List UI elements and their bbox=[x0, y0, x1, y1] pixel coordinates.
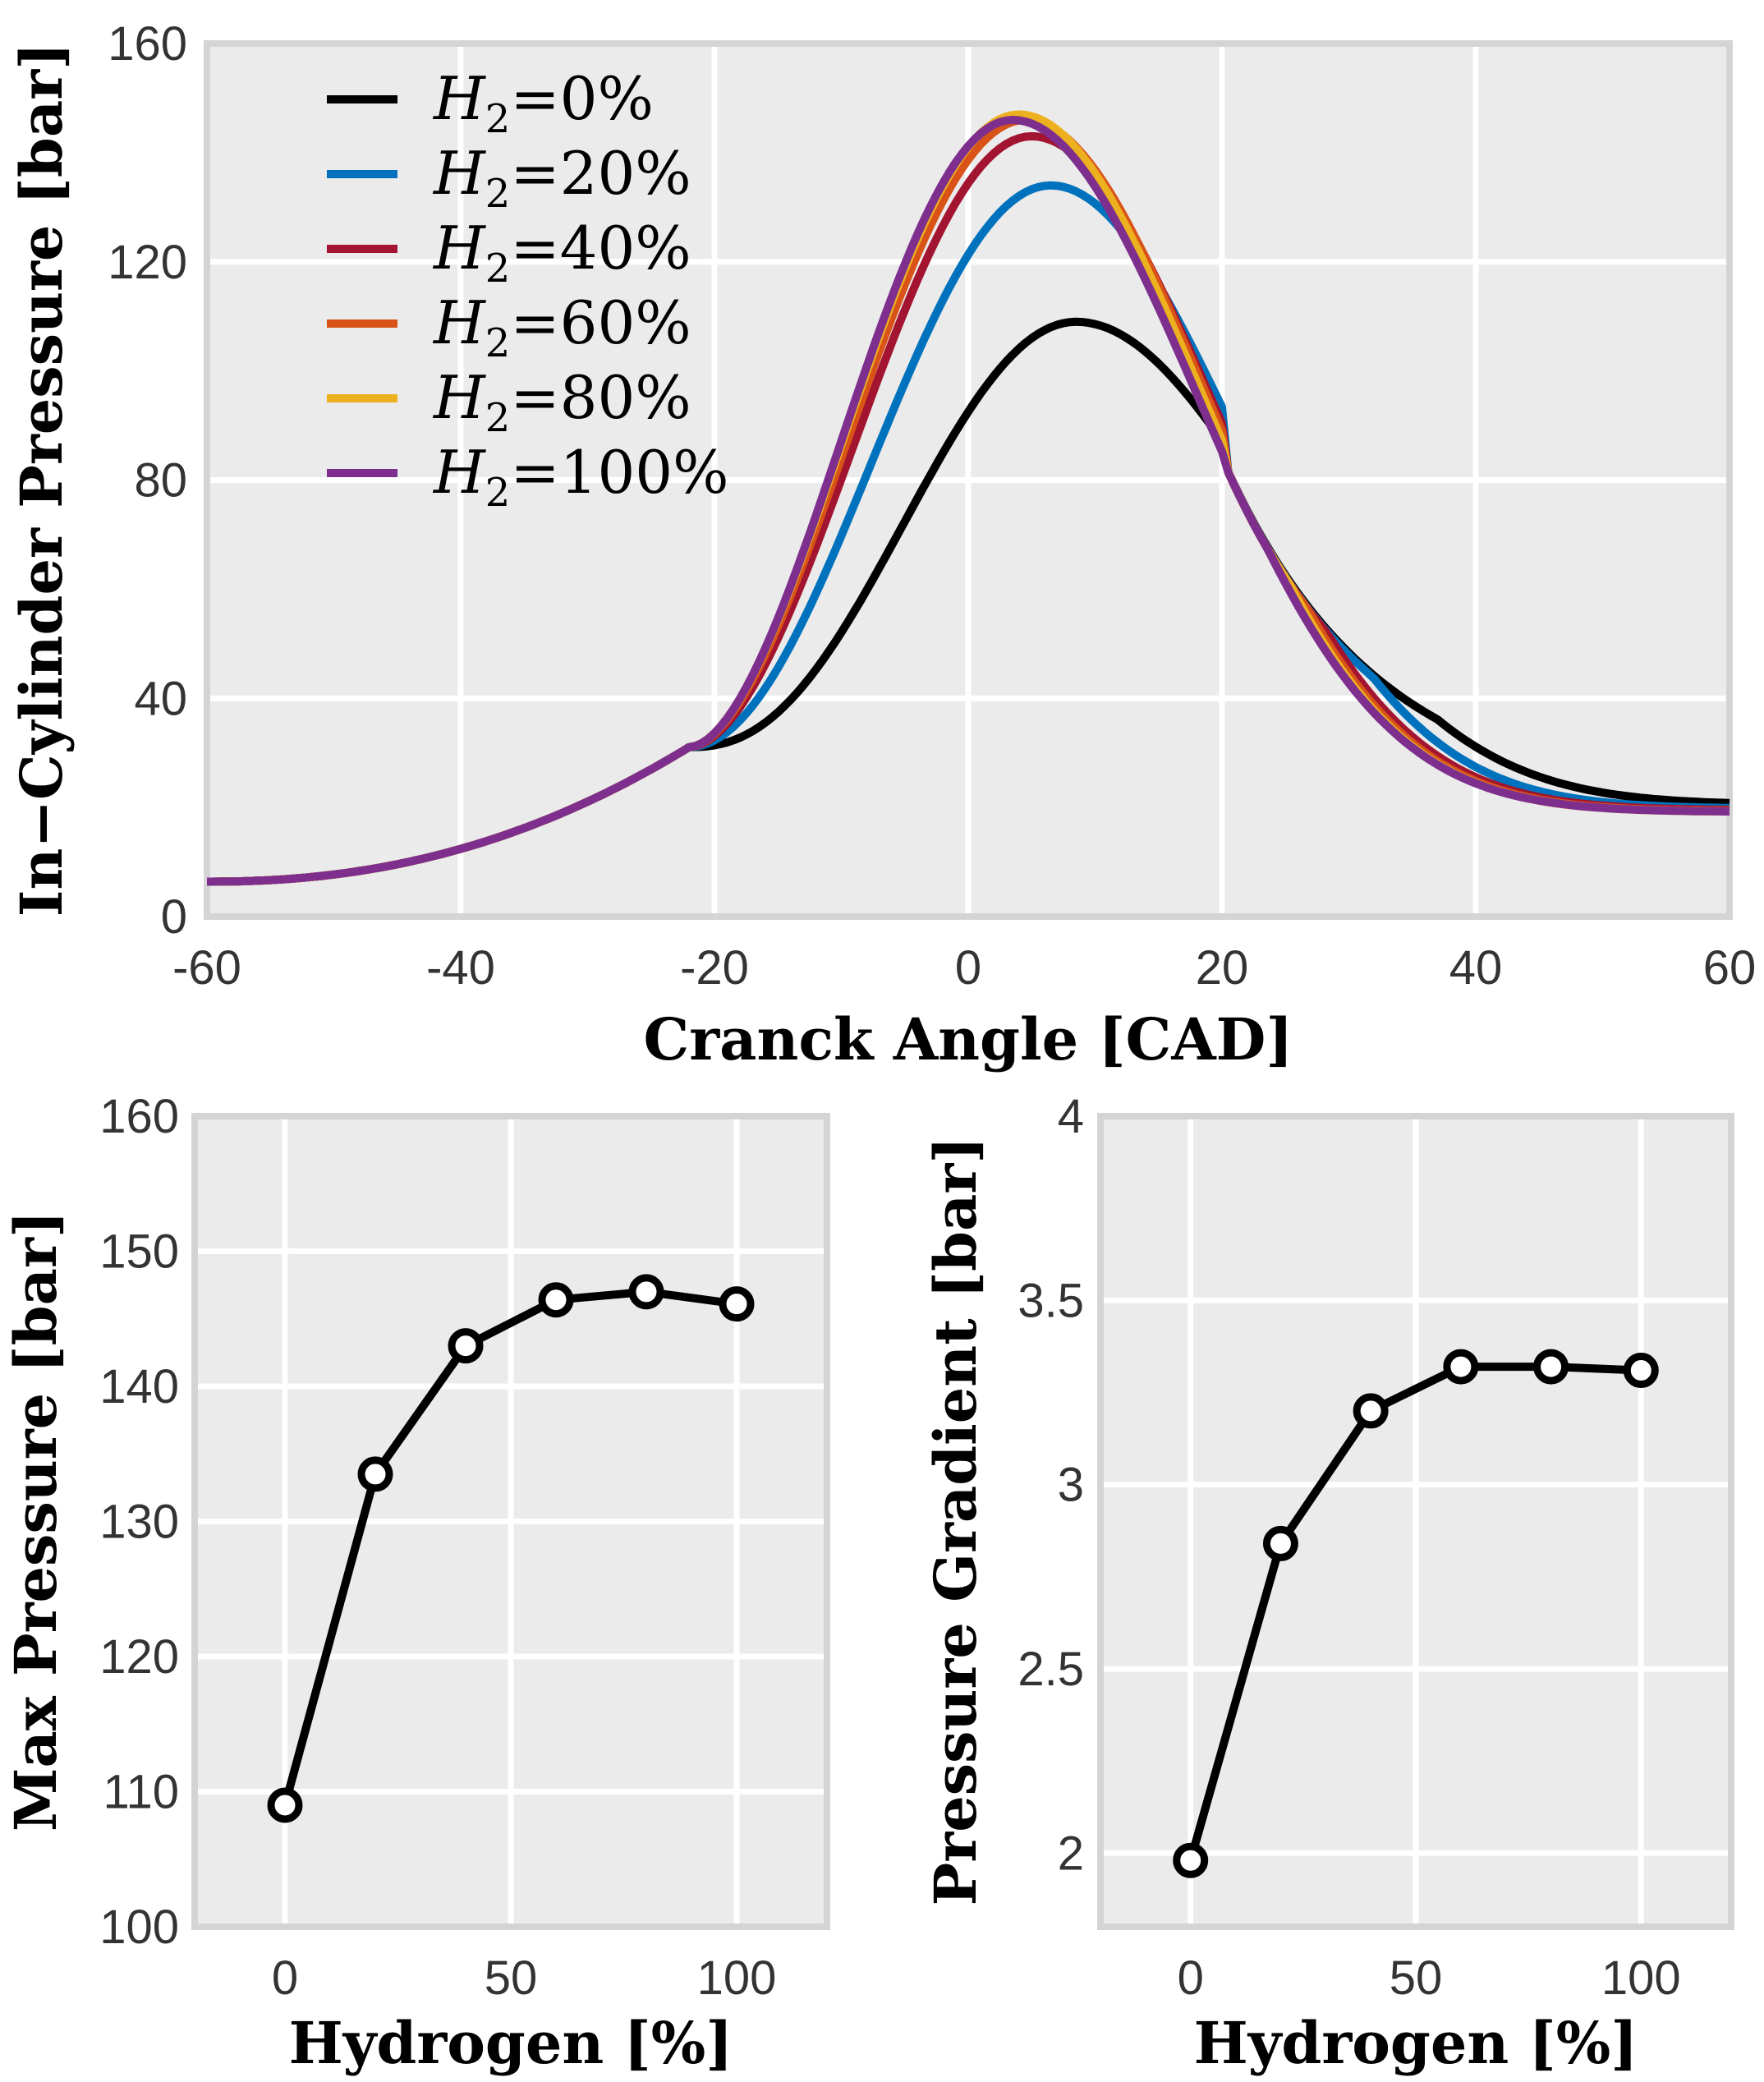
y-tick-label: 0 bbox=[161, 890, 187, 944]
gridlines bbox=[1104, 1119, 1728, 1923]
y-tick-labels: 0 40 80 120 160 bbox=[108, 17, 187, 944]
x-tick-label: 50 bbox=[485, 1951, 538, 2005]
legend-label: H2=60% bbox=[432, 288, 691, 366]
y-tick-label: 150 bbox=[99, 1225, 179, 1279]
data-point bbox=[448, 1328, 484, 1364]
y-axis-label: In−Cylinder Pressure [bar] bbox=[7, 43, 76, 917]
x-tick-labels: 0 50 100 bbox=[1178, 1951, 1681, 2005]
legend-label: H2=40% bbox=[432, 214, 691, 292]
y-tick-label: 160 bbox=[99, 1090, 179, 1143]
y-tick-label: 80 bbox=[134, 454, 187, 508]
data-point bbox=[1533, 1349, 1569, 1385]
data-point bbox=[267, 1787, 303, 1823]
x-tick-label: 0 bbox=[1178, 1951, 1204, 2005]
x-tick-label: 40 bbox=[1449, 941, 1503, 995]
y-tick-label: 130 bbox=[99, 1496, 179, 1549]
series-line-100 bbox=[207, 116, 1730, 886]
x-tick-label: -20 bbox=[680, 941, 749, 995]
x-tick-label: 100 bbox=[697, 1951, 777, 2005]
y-tick-label: 140 bbox=[99, 1360, 179, 1413]
data-point bbox=[1173, 1842, 1209, 1878]
y-tick-label: 100 bbox=[99, 1900, 179, 1954]
x-tick-label: -40 bbox=[426, 941, 495, 995]
data-markers bbox=[267, 1274, 755, 1823]
x-axis-label: Hydrogen [%] bbox=[289, 2009, 733, 2077]
x-axis-label: Hydrogen [%] bbox=[1194, 2009, 1638, 2077]
x-tick-label: 100 bbox=[1601, 1951, 1681, 2005]
data-point bbox=[719, 1286, 755, 1322]
series-lines bbox=[207, 110, 1730, 886]
data-point bbox=[357, 1456, 393, 1492]
data-point bbox=[628, 1274, 664, 1310]
legend-label: H2=20% bbox=[432, 139, 691, 217]
data-point bbox=[1623, 1353, 1659, 1389]
max-pressure-chart: 0 50 100 100 110 120 130 140 150 160 Hydrogen [%… bbox=[2, 1090, 830, 2077]
legend: H2=0%H2=20%H2=40%H2=60%H2=80%H2=100% bbox=[327, 64, 729, 516]
y-tick-labels: 100 110 120 130 140 150 160 bbox=[99, 1090, 179, 1954]
legend-label: H2=0% bbox=[432, 64, 654, 142]
legend-label: H2=80% bbox=[432, 363, 691, 441]
y-tick-label: 2 bbox=[1058, 1827, 1084, 1880]
y-tick-label: 160 bbox=[108, 17, 187, 71]
x-tick-label: -60 bbox=[172, 941, 241, 995]
x-tick-label: 60 bbox=[1703, 941, 1757, 995]
legend-label: H2=100% bbox=[432, 438, 729, 516]
y-axis-label: Pressure Gradient [bar] bbox=[921, 1137, 990, 1906]
y-tick-label: 120 bbox=[108, 236, 187, 289]
x-tick-label: 0 bbox=[272, 1951, 298, 2005]
data-point bbox=[1353, 1393, 1389, 1429]
x-tick-labels: -60 -40 -20 0 20 40 60 bbox=[172, 941, 1756, 995]
pressure-curve-chart: H2=0%H2=20%H2=40%H2=60%H2=80%H2=100% -60… bbox=[7, 17, 1756, 1073]
data-point bbox=[1443, 1349, 1479, 1385]
y-tick-label: 110 bbox=[103, 1766, 179, 1819]
pressure-gradient-chart: 0 50 100 2 2.5 3 3.5 4 Hydrogen [%] Pressure G… bbox=[921, 1090, 1734, 2077]
data-markers bbox=[1173, 1349, 1659, 1878]
y-tick-label: 2.5 bbox=[1018, 1643, 1084, 1696]
data-point bbox=[1262, 1525, 1298, 1561]
x-axis-label: Cranck Angle [CAD] bbox=[644, 1005, 1293, 1073]
x-tick-label: 0 bbox=[955, 941, 981, 995]
y-tick-label: 3.5 bbox=[1018, 1274, 1084, 1327]
x-tick-label: 20 bbox=[1196, 941, 1249, 995]
data-point bbox=[538, 1282, 574, 1318]
x-tick-labels: 0 50 100 bbox=[272, 1951, 777, 2005]
y-tick-label: 120 bbox=[99, 1630, 179, 1684]
y-tick-label: 40 bbox=[134, 672, 187, 725]
y-axis-label: Max Pressure [bar] bbox=[2, 1211, 70, 1832]
y-tick-labels: 2 2.5 3 3.5 4 bbox=[1018, 1090, 1084, 1880]
y-tick-label: 4 bbox=[1058, 1090, 1084, 1143]
y-tick-label: 3 bbox=[1058, 1459, 1084, 1512]
x-tick-label: 50 bbox=[1390, 1951, 1443, 2005]
